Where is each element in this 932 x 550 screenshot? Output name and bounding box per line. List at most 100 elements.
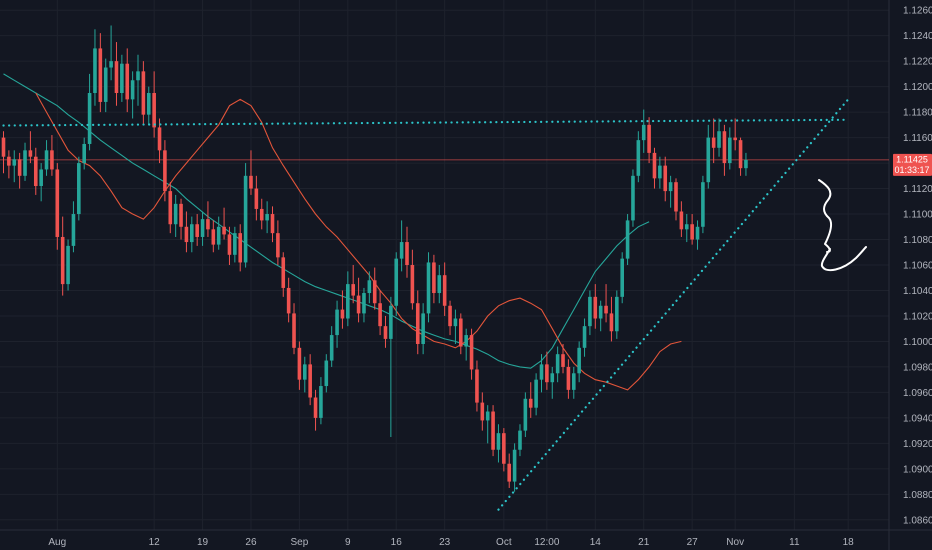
candle-body	[87, 93, 92, 144]
time-tick-label: 18	[843, 537, 855, 548]
candle-body	[717, 131, 721, 148]
candle-body	[496, 433, 501, 450]
candle-body	[706, 137, 711, 183]
time-tick-label: 12:00	[534, 537, 559, 548]
candle-body	[598, 305, 603, 319]
candle-body	[362, 293, 366, 314]
price-axis[interactable]: 1.12600 1.12400 1.12200 1.12000 1.11800 1.116…	[903, 6, 932, 527]
candle-body	[448, 305, 452, 327]
candle-body	[566, 366, 571, 390]
candle-body	[453, 318, 458, 327]
candle-body	[432, 262, 436, 294]
candle-body	[55, 169, 60, 237]
candle-body	[555, 354, 560, 374]
candle-body	[152, 93, 156, 128]
candle-body	[313, 397, 318, 418]
candle-body	[17, 159, 22, 176]
moving-average-short	[35, 92, 682, 391]
candle-body	[308, 364, 312, 398]
candle-body	[421, 313, 425, 344]
candle-body	[163, 150, 167, 192]
candle-body	[1, 137, 6, 157]
candle-body	[356, 295, 361, 314]
candle-body	[561, 354, 565, 367]
candle-body	[340, 309, 345, 319]
candle-body	[593, 296, 598, 319]
candle-body	[491, 411, 495, 450]
candle-body	[211, 229, 216, 245]
candle-body	[728, 137, 732, 164]
candle-body	[33, 156, 38, 187]
candle-body	[744, 159, 748, 169]
candle-body	[114, 61, 119, 94]
candle-body	[270, 214, 275, 234]
trendlines[interactable]	[2, 98, 850, 511]
candle-body	[120, 63, 124, 94]
candle-body	[329, 335, 334, 361]
candle-body	[125, 63, 130, 100]
price-tick-label: 1.11200	[903, 184, 932, 195]
price-tick-label: 1.11000	[903, 210, 932, 221]
candle-body	[512, 449, 517, 482]
candle-body	[367, 280, 372, 294]
candle-body	[60, 236, 65, 285]
price-tick-label: 1.09600	[903, 388, 932, 399]
last-price-label: 1.11425	[896, 154, 928, 164]
candle-body	[23, 150, 27, 176]
candle-body	[130, 80, 135, 100]
candle-body	[690, 224, 694, 240]
candle-body	[620, 258, 624, 297]
candle-body	[711, 137, 716, 148]
candle-body	[173, 203, 178, 225]
candle-body	[469, 335, 474, 370]
candle-body	[410, 265, 415, 304]
time-tick-label: 9	[345, 537, 351, 548]
candle-body	[534, 379, 538, 408]
time-tick-label: 19	[197, 537, 209, 548]
candles	[1, 25, 748, 492]
price-tick-label: 1.09400	[903, 413, 932, 424]
candle-body	[12, 159, 17, 166]
candle-body	[71, 214, 76, 246]
time-tick-label: 26	[245, 537, 257, 548]
candle-body	[588, 296, 592, 327]
candle-body	[615, 296, 619, 332]
candle-body	[168, 191, 173, 225]
candle-body	[276, 233, 280, 258]
candle-body	[324, 360, 329, 387]
candle-body	[286, 287, 291, 314]
candle-body	[518, 430, 522, 450]
candle-body	[550, 373, 555, 383]
candle-body	[426, 262, 431, 314]
candle-body	[44, 150, 49, 170]
candle-body	[394, 258, 399, 306]
candle-body	[146, 93, 151, 115]
bar-countdown-label: 01:33:17	[894, 165, 929, 175]
candle-body	[7, 156, 11, 166]
candle-body	[222, 226, 226, 235]
price-tick-label: 1.09800	[903, 362, 932, 373]
time-tick-label: 16	[391, 537, 403, 548]
price-tick-label: 1.09200	[903, 439, 932, 450]
candle-body	[577, 347, 581, 374]
candle-body	[335, 309, 339, 336]
candle-body	[631, 175, 635, 221]
time-tick-label: 21	[638, 537, 650, 548]
price-tick-label: 1.10200	[903, 311, 932, 322]
candle-body	[733, 137, 737, 141]
candle-body	[539, 364, 544, 380]
time-tick-label: Sep	[291, 537, 309, 548]
candle-body	[259, 208, 264, 221]
candle-body	[701, 182, 705, 227]
time-axis[interactable]: Aug 12 19 26 Sep 9 16 23 Oct 12:00 14 21 27 Nov 11 18	[48, 537, 854, 548]
candle-body	[641, 124, 646, 141]
time-tick-label: 27	[687, 537, 699, 548]
candle-body	[227, 234, 232, 255]
price-tick-label: 1.12400	[903, 31, 932, 42]
time-tick-label: 14	[590, 537, 602, 548]
candle-body	[625, 220, 630, 259]
candle-body	[243, 175, 248, 263]
ascending-support-trendline	[497, 98, 850, 511]
candle-body	[39, 169, 43, 187]
